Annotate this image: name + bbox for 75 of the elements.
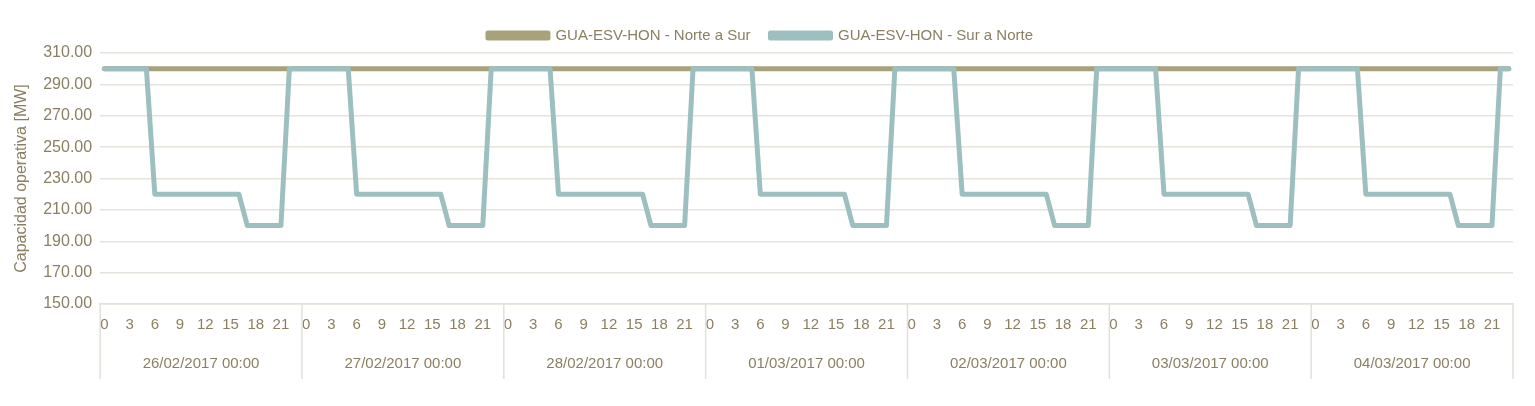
x-tick-label: 6 [756,315,765,333]
x-tick-label: 21 [878,315,895,333]
y-tick-label: 170.00 [43,263,93,281]
x-tick-label: 21 [676,315,693,333]
x-tick-label: 15 [1231,315,1249,333]
x-tick-label: 15 [827,315,845,333]
y-tick-label: 290.00 [43,74,93,92]
x-tick-label: 15 [1029,315,1047,333]
x-tick-label: 18 [1054,315,1072,333]
y-tick-label: 210.00 [43,200,93,218]
x-tick-label: 0 [503,315,513,333]
x-tick-label: 21 [1483,315,1501,333]
x-tick-label: 9 [983,315,992,333]
x-tick-label: 3 [327,315,336,333]
x-tick-label: 0 [1311,315,1320,333]
x-tick-label: 6 [150,315,159,333]
x-tick-label: 6 [1159,315,1169,333]
text: 27/02/2017 00:00 [344,354,462,372]
x-tick-label: 6 [554,315,563,333]
text: 02/03/2017 00:00 [950,354,1067,372]
y-tick-label: 190.00 [43,231,93,249]
x-tick-label: 9 [1185,315,1194,333]
x-tick-label: 9 [175,315,185,333]
y-tick-label: 270.00 [43,106,93,124]
x-tick-label: 21 [1281,315,1299,333]
x-tick-label: 3 [1336,315,1345,333]
x-tick-label: 6 [352,315,361,333]
text: 01/03/2017 00:00 [748,354,865,372]
x-tick-label: 3 [932,315,942,333]
x-tick-label: 6 [957,315,967,333]
y-tick-label: 310.00 [43,43,93,61]
x-tick-label: 12 [398,315,416,333]
x-tick-label: 12 [1004,315,1021,333]
y-axis-title: Capacidad operativa [MW] [12,84,30,273]
x-tick-label: 0 [1109,315,1118,333]
x-tick-label: 3 [1134,315,1143,333]
x-tick-label: 0 [907,315,916,333]
x-tick-label: 15 [222,315,239,333]
x-tick-label: 9 [579,315,588,333]
x-tick-label: 6 [1361,315,1370,333]
x-tick-label: 12 [1206,315,1223,333]
x-tick-label: 9 [377,315,387,333]
text: 04/03/2017 00:00 [1353,354,1471,372]
x-tick-label: 12 [802,315,820,333]
text: 03/03/2017 00:00 [1151,354,1269,372]
x-tick-label: 15 [1433,315,1450,333]
x-tick-label: 15 [625,315,643,333]
y-tick-label: 150.00 [43,294,93,312]
x-tick-label: 9 [1386,315,1396,333]
y-tick-label: 250.00 [43,137,93,155]
x-tick-label: 3 [125,315,134,333]
x-tick-label: 18 [1458,315,1476,333]
x-tick-label: 15 [423,315,441,333]
x-tick-label: 12 [196,315,214,333]
x-tick-label: 18 [852,315,870,333]
text: 28/02/2017 00:00 [546,354,664,372]
x-tick-label: 18 [651,315,668,333]
x-tick-label: 3 [529,315,538,333]
y-tick-label: 230.00 [43,168,93,186]
x-tick-label: 21 [1079,315,1097,333]
x-tick-label: 21 [272,315,290,333]
x-tick-label: 9 [781,315,790,333]
text: 26/02/2017 00:00 [142,354,260,372]
x-tick-label: 12 [1407,315,1425,333]
x-tick-label: 18 [449,315,466,333]
x-tick-label: 0 [705,315,715,333]
x-tick-label: 0 [302,315,311,333]
x-tick-label: 18 [247,315,265,333]
x-tick-label: 18 [1256,315,1274,333]
x-tick-label: 0 [100,315,109,333]
x-tick-label: 12 [600,315,618,333]
x-tick-label: 3 [730,315,740,333]
legend-label: GUA-ESV-HON - Sur a Norte [838,25,1034,43]
x-tick-label: 21 [474,315,492,333]
legend-label: GUA-ESV-HON - Norte a Sur [555,25,751,43]
